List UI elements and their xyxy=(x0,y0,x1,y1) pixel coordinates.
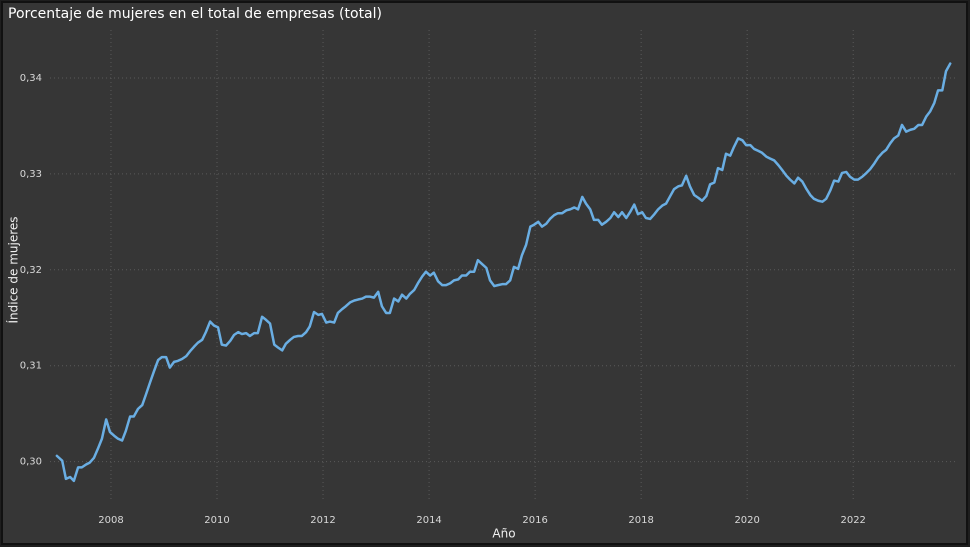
y-tick-label: 0,32 xyxy=(20,265,42,276)
x-tick-label: 2014 xyxy=(416,515,441,526)
y-tick-label: 0,33 xyxy=(20,169,42,180)
x-tick-label: 2008 xyxy=(98,515,123,526)
grid: 0,30 0,31 0,32 0,33 0,34 2008 2010 2012 2014 2016… xyxy=(20,30,955,526)
x-axis-title: Año xyxy=(492,527,515,541)
plot-area xyxy=(55,62,952,483)
x-tick-label: 2010 xyxy=(204,515,229,526)
x-tick-label: 2012 xyxy=(310,515,335,526)
x-tick-label: 2020 xyxy=(734,515,759,526)
x-tick-label: 2022 xyxy=(840,515,865,526)
data-line xyxy=(55,62,952,483)
y-axis-title: Índice de mujeres xyxy=(6,216,21,323)
x-tick-label: 2016 xyxy=(522,515,547,526)
chart-title: Porcentaje de mujeres en el total de emp… xyxy=(8,6,382,22)
y-tick-label: 0,34 xyxy=(20,73,42,84)
y-tick-label: 0,30 xyxy=(20,457,42,468)
y-tick-label: 0,31 xyxy=(20,361,42,372)
x-tick-label: 2018 xyxy=(628,515,653,526)
